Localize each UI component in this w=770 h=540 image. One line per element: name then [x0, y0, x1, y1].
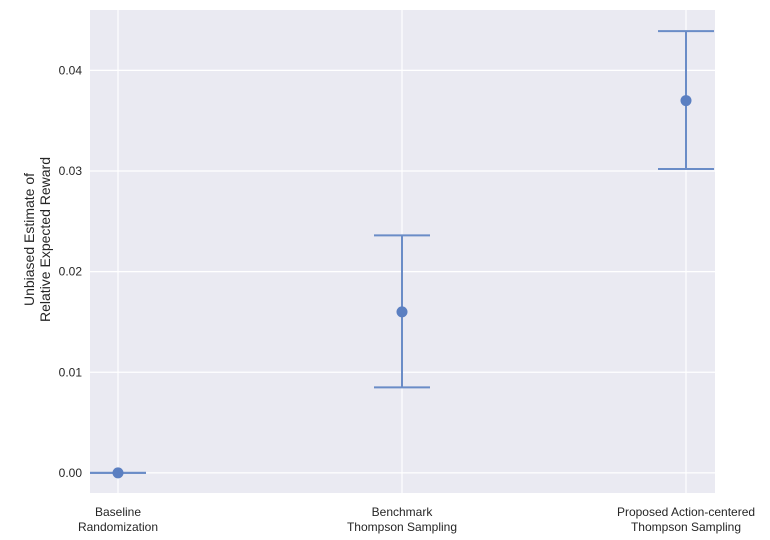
- y-tick-label: 0.01: [59, 365, 83, 379]
- y-tick-label: 0.03: [59, 164, 83, 178]
- y-tick-label: 0.04: [59, 63, 83, 77]
- data-point: [112, 467, 124, 479]
- data-point: [396, 306, 408, 318]
- data-point: [680, 95, 692, 107]
- x-tick-label: Benchmark Thompson Sampling: [347, 505, 457, 534]
- x-tick-label: Proposed Action-centered Thompson Samplin…: [617, 505, 755, 534]
- y-tick-labels: 0.00 0.01 0.02 0.03 0.04: [59, 63, 83, 480]
- y-tick-label: 0.00: [59, 466, 83, 480]
- x-tick-labels: Baseline Randomization Benchmark Thompson S…: [78, 505, 755, 534]
- data-points: [112, 95, 692, 479]
- y-axis-label: Unbiased Estimate ofRelative Expected Re…: [21, 157, 53, 322]
- y-tick-label: 0.02: [59, 265, 83, 279]
- x-tick-label: Baseline Randomization: [78, 505, 158, 534]
